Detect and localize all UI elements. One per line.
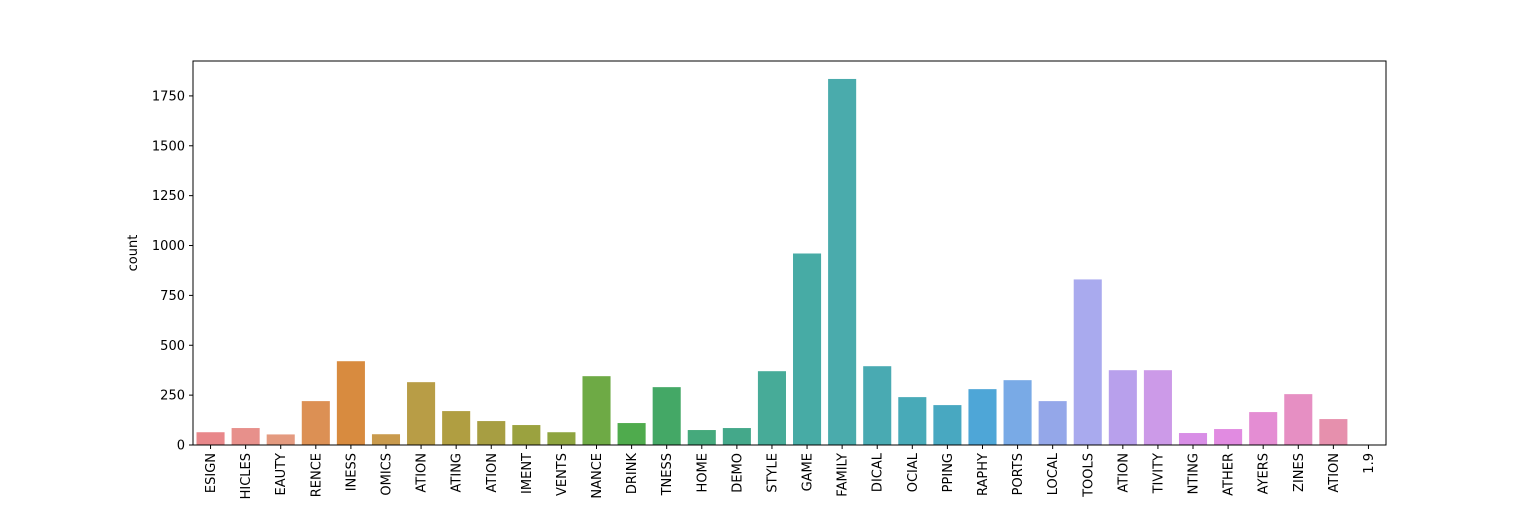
bar-6 [407,382,435,445]
bar-0 [197,432,225,445]
bar-22 [968,389,996,445]
bar-1 [232,428,260,445]
x-tick-label-20: OCIAL [906,452,921,492]
x-tick-label-6: ATION [415,453,430,493]
x-tick-label-13: TNESS [660,453,675,496]
bar-26 [1109,370,1137,445]
x-tick-label-15: DEMO [730,453,745,493]
bar-28 [1179,433,1207,445]
y-tick-label-1: 250 [160,389,185,404]
bar-5 [372,434,400,445]
x-axis: ESIGN HICLES EAUTY RENCE INESS OMICS ATION ATIN… [204,445,1377,499]
bar-24 [1039,401,1067,445]
x-tick-label-23: PORTS [1011,453,1026,495]
bar-18 [828,79,856,445]
x-tick-label-11: NANCE [590,453,605,499]
plot-frame [193,61,1386,445]
bar-10 [547,432,575,445]
bar-27 [1144,370,1172,445]
x-tick-label-26: ATION [1116,453,1131,493]
bar-13 [653,387,681,445]
bar-9 [512,425,540,445]
x-tick-label-17: GAME [801,453,816,491]
x-tick-label-7: ATING [450,453,465,492]
bar-30 [1249,412,1277,445]
x-tick-label-2: EAUTY [274,453,289,496]
x-tick-label-24: LOCAL [1046,452,1061,495]
x-tick-label-27: TIVITY [1151,453,1166,494]
x-tick-label-12: DRINK [625,453,640,495]
x-tick-label-28: NTING [1187,453,1202,494]
bar-11 [582,376,610,445]
x-tick-label-19: DICAL [871,452,886,492]
x-tick-label-9: IMENT [520,453,535,494]
x-tick-label-25: TOOLS [1081,453,1096,498]
y-tick-label-7: 1750 [152,89,185,104]
bar-4 [337,361,365,445]
x-tick-label-29: ATHER [1222,453,1237,496]
bar-15 [723,428,751,445]
bar-12 [618,423,646,445]
x-tick-label-5: OMICS [379,453,394,496]
x-tick-label-10: VENTS [555,453,570,496]
bar-29 [1214,429,1242,445]
x-tick-label-30: AYERS [1257,453,1272,494]
y-axis: 0 250 500 750 1000 1250 1500 1750 [152,89,193,453]
x-tick-label-14: HOME [695,453,710,492]
x-tick-label-1: HICLES [239,453,254,499]
bars-group [197,79,1383,445]
bar-2 [267,434,295,445]
x-tick-label-16: STYLE [765,453,780,493]
bar-25 [1074,279,1102,445]
x-tick-label-31: ZINES [1292,453,1307,492]
bar-23 [1004,380,1032,445]
bar-31 [1284,394,1312,445]
bar-20 [898,397,926,445]
y-tick-label-5: 1250 [152,189,185,204]
bar-32 [1319,419,1347,445]
x-tick-label-32: ATION [1327,453,1342,493]
x-tick-label-3: RENCE [309,453,324,497]
x-tick-label-18: FAMILY [836,453,851,497]
y-tick-label-0: 0 [177,439,185,454]
bar-21 [933,405,961,445]
bar-8 [477,421,505,445]
x-tick-label-8: ATION [485,453,500,493]
bar-16 [758,371,786,445]
x-tick-label-22: RAPHY [976,453,991,496]
x-tick-label-21: PPING [941,453,956,492]
y-axis-label: count [126,235,141,272]
bar-19 [863,366,891,445]
bar-3 [302,401,330,445]
y-tick-label-4: 1000 [152,239,185,254]
y-tick-label-3: 750 [160,289,185,304]
x-tick-label-0: ESIGN [204,453,219,493]
y-tick-label-2: 500 [160,339,185,354]
x-tick-label-33: 1.9 [1362,453,1377,474]
y-tick-label-6: 1500 [152,139,185,154]
bar-17 [793,253,821,445]
x-tick-label-4: INESS [344,453,359,491]
bar-14 [688,430,716,445]
bar-7 [442,411,470,445]
